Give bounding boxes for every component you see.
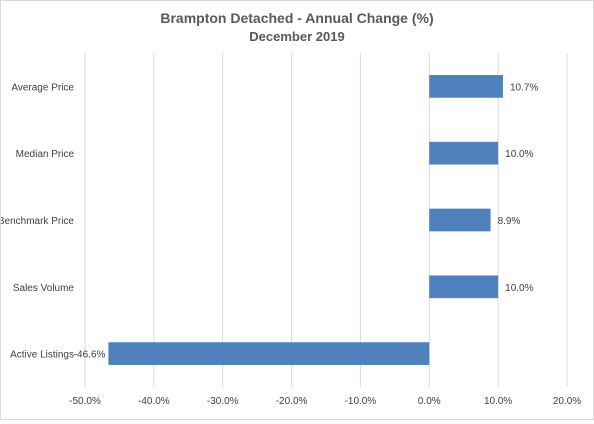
data-label: 10.0% bbox=[505, 149, 533, 160]
labels: -50.0% -40.0% -30.0% -20.0% -10.0% 0.0% 10.0% 2… bbox=[0, 82, 581, 407]
x-tick-label: 0.0% bbox=[418, 396, 441, 407]
data-label: 10.0% bbox=[505, 283, 533, 294]
bar bbox=[429, 208, 491, 232]
bar bbox=[429, 275, 499, 299]
category-label: Active Listings bbox=[10, 350, 74, 361]
x-tick-label: -10.0% bbox=[345, 396, 377, 407]
gridlines bbox=[84, 53, 568, 387]
data-label: 10.7% bbox=[510, 82, 538, 93]
data-label: 8.9% bbox=[498, 216, 521, 227]
x-tick-label: -30.0% bbox=[207, 396, 239, 407]
x-tick-label: 20.0% bbox=[553, 396, 581, 407]
bar bbox=[108, 342, 430, 365]
category-label: Benchmark Price bbox=[1, 216, 74, 227]
bar bbox=[429, 75, 503, 98]
chart-subtitle: December 2019 bbox=[249, 29, 344, 44]
bars bbox=[108, 75, 503, 365]
x-tick-label: -40.0% bbox=[138, 396, 170, 407]
chart-title: Brampton Detached - Annual Change (%) bbox=[160, 10, 433, 26]
bar bbox=[429, 141, 499, 165]
x-tick-label: -50.0% bbox=[69, 396, 101, 407]
category-label: Sales Volume bbox=[13, 283, 75, 294]
x-tick-label: -20.0% bbox=[276, 396, 308, 407]
x-tick-label: 10.0% bbox=[484, 396, 512, 407]
category-label: Median Price bbox=[16, 149, 75, 160]
category-label: Average Price bbox=[11, 82, 74, 93]
data-label: -46.6% bbox=[74, 350, 106, 361]
